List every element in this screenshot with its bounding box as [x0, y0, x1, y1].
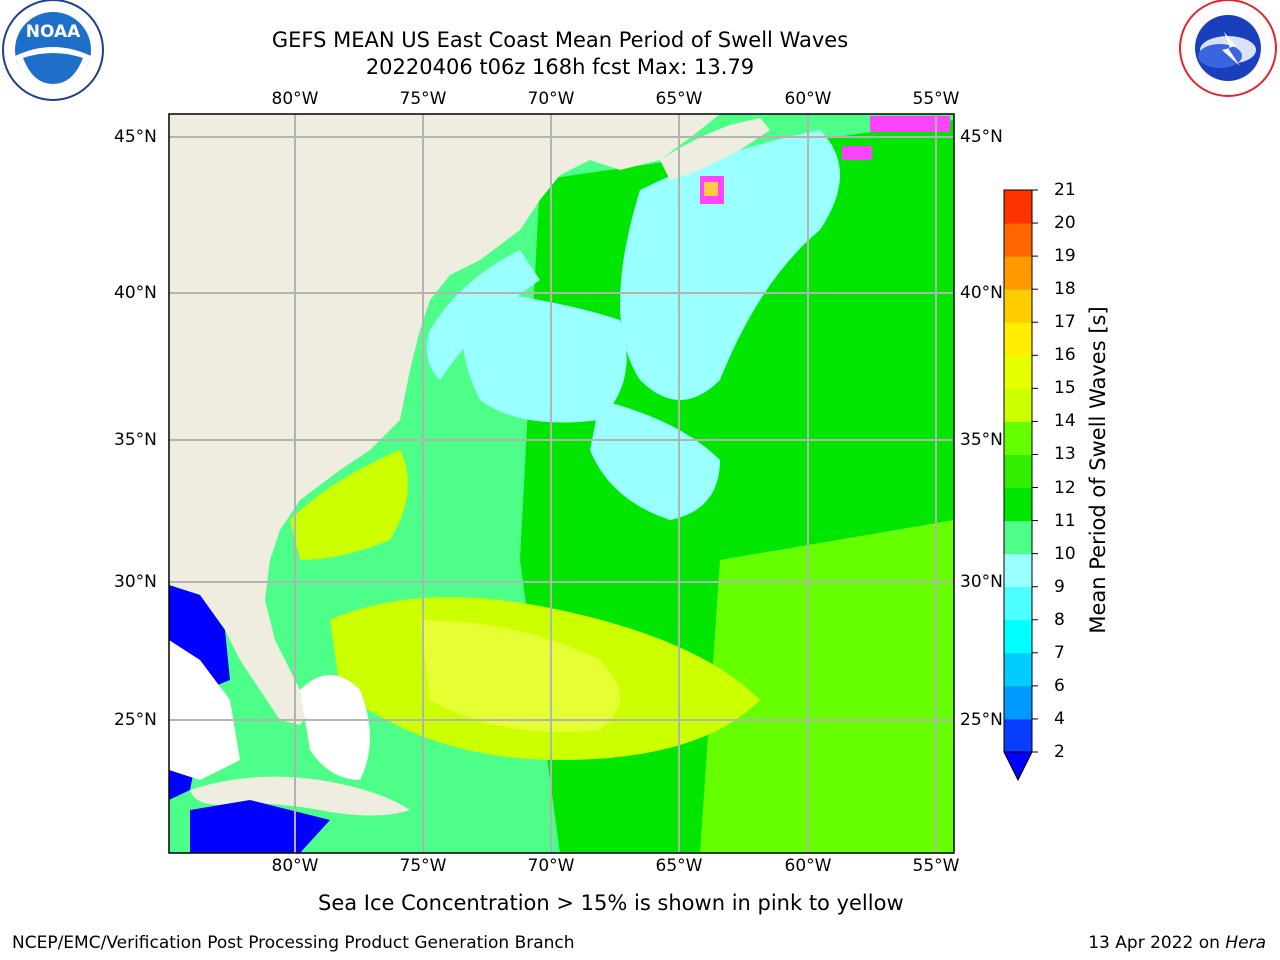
longitude-label: 55°W — [912, 856, 960, 876]
colorbar — [1003, 189, 1038, 782]
land-cuba — [190, 776, 410, 816]
sea-ice-patch-core — [704, 182, 718, 196]
latitude-label: 45°N — [960, 127, 1003, 147]
colorbar-level-label: 16 — [1054, 345, 1076, 366]
nws-logo — [1179, 0, 1277, 97]
colorbar-segment — [1004, 619, 1032, 654]
swell-field-lime — [700, 520, 954, 853]
longitude-label: 80°W — [271, 856, 319, 876]
colorbar-segment — [1004, 553, 1032, 588]
land-nova-scotia — [660, 118, 770, 180]
footer-date: 13 Apr 2022 on Hera — [1088, 933, 1266, 953]
latitude-label: 30°N — [960, 572, 1003, 592]
map-frame — [168, 113, 955, 854]
sea-ice-patch — [870, 116, 950, 132]
colorbar-level-label: 4 — [1054, 708, 1065, 729]
sea-ice-patch — [842, 146, 872, 160]
footer-machine: Hera — [1225, 933, 1266, 953]
colorbar-level-label: 17 — [1054, 312, 1076, 333]
latitude-label: 35°N — [114, 430, 157, 450]
sea-ice-note: Sea Ice Concentration > 15% is shown in … — [318, 891, 904, 915]
longitude-label: 75°W — [399, 856, 447, 876]
swell-field-carolina — [290, 450, 408, 560]
latitude-label: 35°N — [960, 430, 1003, 450]
longitude-label: 75°W — [399, 89, 447, 109]
colorbar-level-label: 12 — [1054, 477, 1076, 498]
colorbar-frame — [1003, 189, 1033, 753]
longitude-label: 70°W — [527, 89, 575, 109]
swell-field-cyan-a — [620, 130, 840, 400]
colorbar-level-label: 10 — [1054, 543, 1076, 564]
colorbar-extend-arrow — [1003, 751, 1033, 782]
colorbar-segment — [1004, 652, 1032, 687]
colorbar-level-label: 6 — [1054, 675, 1065, 696]
colorbar-level-label: 18 — [1054, 279, 1076, 300]
latitude-label: 30°N — [114, 572, 157, 592]
colorbar-level-label: 13 — [1054, 444, 1076, 465]
colorbar-level-label: 11 — [1054, 510, 1076, 531]
chart-subtitle: 20220406 t06z 168h fcst Max: 13.79 — [365, 55, 755, 79]
colorbar-title: Mean Period of Swell Waves [s] — [1086, 306, 1110, 634]
footer-date-text: 13 Apr 2022 on — [1088, 933, 1226, 953]
footer-credit: NCEP/EMC/Verification Post Processing Pr… — [12, 933, 575, 953]
colorbar-segment — [1004, 190, 1032, 224]
masked-gulf — [169, 640, 240, 780]
colorbar-level-label: 14 — [1054, 411, 1076, 432]
svg-text:NOAA: NOAA — [26, 22, 81, 42]
colorbar-segment — [1004, 256, 1032, 290]
longitude-label: 55°W — [912, 89, 960, 109]
colorbar-level-label: 19 — [1054, 246, 1076, 267]
colorbar-segment — [1004, 718, 1032, 753]
colorbar-segment — [1004, 223, 1032, 257]
longitude-label: 65°W — [655, 856, 703, 876]
colorbar-level-label: 20 — [1054, 213, 1076, 234]
colorbar-level-label: 9 — [1054, 576, 1065, 597]
colorbar-level-label: 21 — [1054, 180, 1076, 200]
chart-title: GEFS MEAN US East Coast Mean Period of S… — [271, 28, 849, 52]
colorbar-segment — [1004, 685, 1032, 720]
swell-field-cyan-b — [462, 290, 627, 423]
swell-field-yellow-core — [420, 620, 620, 732]
latitude-label: 40°N — [114, 283, 157, 303]
longitude-label: 60°W — [784, 856, 832, 876]
swell-field-cyan-c — [590, 400, 720, 520]
longitude-label: 60°W — [784, 89, 832, 109]
longitude-label: 70°W — [527, 856, 575, 876]
land-eastern-us — [169, 114, 720, 725]
latitude-label: 25°N — [114, 710, 157, 730]
noaa-logo: NOAA — [2, 0, 104, 101]
colorbar-segment — [1004, 289, 1032, 323]
colorbar-level-label: 8 — [1054, 609, 1065, 630]
colorbar-segment — [1004, 586, 1032, 621]
colorbar-level-label: 7 — [1054, 642, 1065, 663]
longitude-label: 65°W — [655, 89, 703, 109]
swell-field-cyan-coast — [426, 250, 540, 380]
latitude-label: 25°N — [960, 710, 1003, 730]
longitude-label: 80°W — [271, 89, 319, 109]
colorbar-level-label: 15 — [1054, 378, 1076, 399]
colorbar-segment — [1004, 487, 1032, 522]
colorbar-segment — [1004, 355, 1032, 389]
colorbar-segment — [1004, 520, 1032, 555]
swell-field-green-north — [812, 230, 954, 520]
colorbar-segment — [1004, 322, 1032, 356]
latitude-label: 45°N — [114, 127, 157, 147]
colorbar-segment — [1004, 454, 1032, 489]
colorbar-segment — [1004, 388, 1032, 422]
latitude-label: 40°N — [960, 283, 1003, 303]
colorbar-level-label: 2 — [1054, 742, 1065, 762]
colorbar-segment — [1004, 421, 1032, 455]
masked-bahamas — [300, 675, 370, 780]
